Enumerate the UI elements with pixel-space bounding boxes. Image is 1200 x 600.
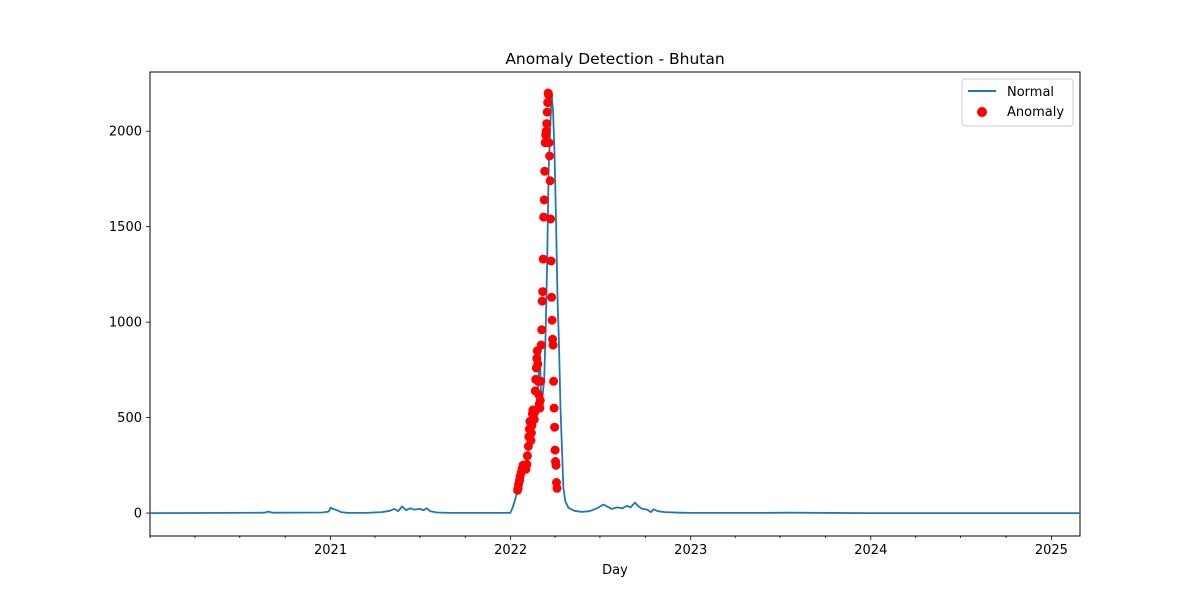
anomaly-point	[549, 403, 559, 413]
anomaly-point	[550, 445, 560, 455]
legend-normal-label: Normal	[1007, 85, 1054, 100]
x-tick-label: 2022	[494, 543, 527, 558]
anomaly-point	[547, 292, 557, 302]
y-axis: 0 500 1000 1500 2000	[109, 125, 150, 522]
anomaly-point	[539, 195, 549, 205]
y-tick-label: 0	[134, 507, 142, 522]
anomaly-point	[526, 428, 536, 438]
x-tick-label: 2025	[1035, 543, 1068, 558]
y-tick-label: 1000	[109, 316, 142, 331]
anomaly-point	[545, 151, 555, 161]
x-tick-label: 2021	[314, 543, 347, 558]
anomaly-point	[540, 166, 550, 176]
x-axis: 2021 2022 2023 2024 2025	[149, 536, 1068, 558]
anomaly-point	[543, 98, 553, 108]
anomaly-point	[536, 340, 546, 350]
y-tick-label: 2000	[109, 125, 142, 140]
anomaly-point	[522, 459, 532, 469]
anomaly-point	[546, 256, 556, 266]
legend: Normal Anomaly	[961, 78, 1074, 127]
anomaly-point	[545, 176, 555, 186]
chart-title: Anomaly Detection - Bhutan	[505, 50, 724, 68]
anomaly-point	[542, 107, 552, 117]
plot-area	[149, 88, 1080, 514]
y-tick-label: 1500	[109, 220, 142, 235]
anomaly-point	[535, 395, 545, 405]
anomaly-point	[538, 287, 548, 297]
anomaly-point	[546, 214, 556, 224]
anomaly-point	[529, 415, 539, 424]
anomaly-point	[539, 212, 549, 222]
anomaly-point	[547, 315, 557, 325]
y-tick-label: 500	[117, 411, 142, 426]
x-tick-label: 2023	[674, 543, 707, 558]
anomaly-point	[552, 483, 562, 493]
anomaly-point	[549, 376, 559, 386]
anomaly-point	[544, 90, 554, 100]
anomaly-point	[548, 340, 558, 350]
anomaly-point	[533, 359, 543, 369]
anomaly-point	[536, 376, 546, 386]
anomaly-point	[526, 436, 536, 445]
anomaly-point	[537, 296, 547, 306]
legend-anomaly-label: Anomaly	[1007, 105, 1064, 120]
anomaly-point	[535, 403, 545, 413]
anomaly-point	[551, 460, 561, 470]
anomaly-point	[537, 325, 547, 335]
x-tick-label: 2024	[854, 543, 887, 558]
anomaly-point	[522, 451, 532, 461]
anomaly-point	[542, 119, 552, 129]
normal-series-line	[149, 92, 1080, 514]
x-axis-title: Day	[602, 563, 628, 578]
anomaly-point	[550, 422, 560, 432]
anomaly-point	[544, 138, 554, 148]
legend-anomaly-swatch	[977, 107, 987, 117]
plot-frame	[149, 71, 1081, 537]
anomaly-point	[541, 126, 551, 136]
anomaly-point	[538, 254, 548, 264]
